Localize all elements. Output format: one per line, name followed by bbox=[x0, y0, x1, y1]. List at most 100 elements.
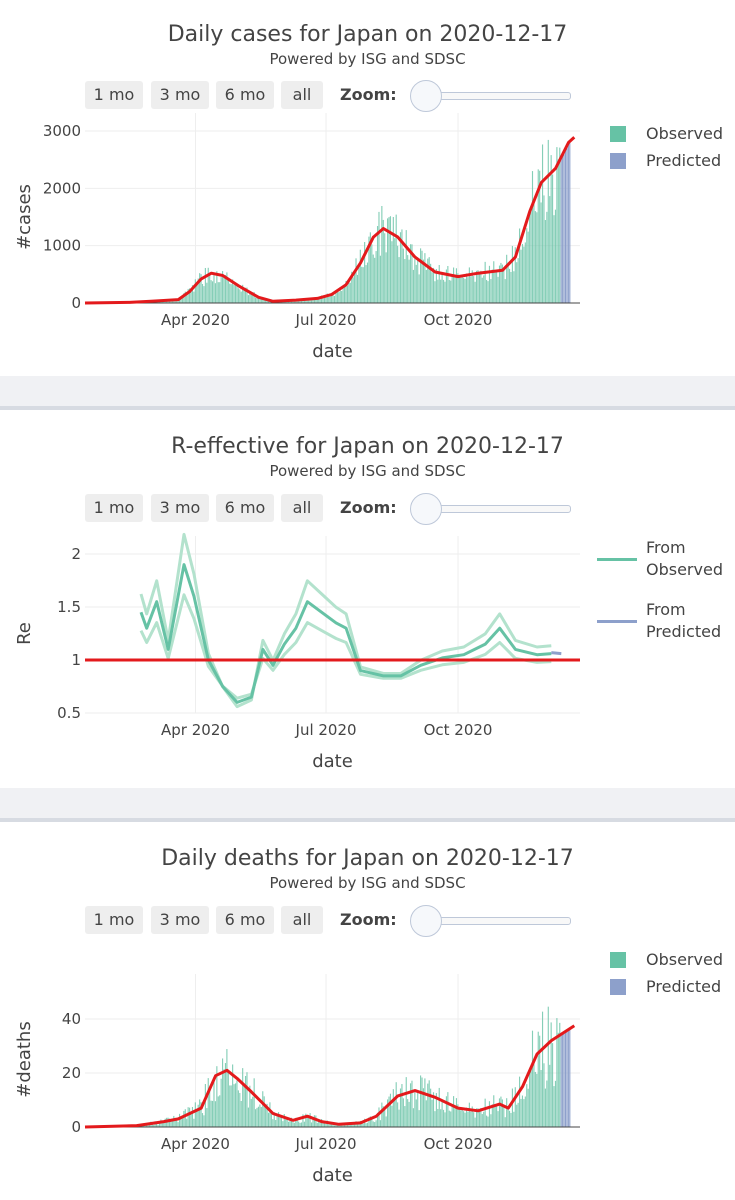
cases-observed-bar bbox=[223, 275, 225, 303]
deaths-observed-bar bbox=[234, 1083, 237, 1127]
deaths-observed-bar bbox=[214, 1101, 216, 1127]
cases-observed-bar bbox=[197, 278, 199, 303]
cases-trend-line bbox=[84, 136, 576, 305]
deaths-observed-bar bbox=[427, 1083, 429, 1127]
deaths-observed-bar bbox=[259, 1104, 261, 1127]
deaths-all-button[interactable]: all bbox=[281, 906, 323, 934]
cases-3mo-button[interactable]: 3 mo bbox=[151, 81, 209, 109]
deaths-observed-bar bbox=[458, 1108, 460, 1127]
cases-observed-bar bbox=[497, 276, 499, 303]
deaths-legend-observed[interactable]: Observed bbox=[646, 950, 723, 969]
cases-observed-bar bbox=[557, 159, 559, 303]
cases-predicted-bar bbox=[567, 142, 569, 303]
deaths-observed-bar bbox=[550, 1022, 552, 1127]
cases-observed-bar bbox=[176, 299, 178, 303]
deaths-observed-bar bbox=[557, 1032, 559, 1127]
cases-observed-bar bbox=[219, 282, 221, 303]
deaths-observed-bar bbox=[232, 1064, 234, 1127]
deaths-observed-bar bbox=[556, 1018, 558, 1127]
deaths-observed-bar bbox=[362, 1123, 364, 1127]
cases-observed-bar bbox=[430, 263, 432, 303]
cases-observed-bar bbox=[559, 147, 561, 303]
cases-observed-bar bbox=[343, 285, 346, 303]
cases-observed-bar bbox=[392, 216, 394, 303]
cases-observed-bar bbox=[458, 276, 460, 303]
deaths-zoom-handle[interactable] bbox=[410, 905, 442, 937]
cases-observed-bar bbox=[510, 271, 512, 303]
deaths-observed-bar bbox=[430, 1088, 432, 1127]
re-y-axis-title: Re bbox=[14, 622, 35, 645]
cases-observed-bar bbox=[326, 293, 328, 303]
cases-observed-bar bbox=[335, 291, 337, 303]
cases-observed-bar bbox=[189, 288, 191, 303]
deaths-observed-bar bbox=[381, 1102, 383, 1127]
cases-all-button[interactable]: all bbox=[281, 81, 323, 109]
deaths-observed-bar bbox=[471, 1106, 473, 1127]
re-all-button[interactable]: all bbox=[281, 494, 323, 522]
cases-observed-bar bbox=[418, 274, 420, 303]
deaths-observed-bar bbox=[279, 1116, 281, 1127]
cases-observed-bar bbox=[553, 215, 555, 303]
deaths-observed-bar bbox=[384, 1109, 386, 1127]
cases-observed-bar bbox=[288, 301, 290, 303]
deaths-observed-bar bbox=[242, 1068, 244, 1127]
cases-observed-bar bbox=[382, 219, 384, 303]
deaths-observed-bar bbox=[534, 1071, 536, 1127]
deaths-observed-bar bbox=[322, 1122, 324, 1127]
cases-observed-bar bbox=[243, 288, 245, 303]
cases-observed-bar bbox=[399, 232, 402, 303]
deaths-observed-bar bbox=[511, 1088, 513, 1127]
cases-observed-bar bbox=[520, 249, 522, 303]
cases-legend-observed[interactable]: Observed bbox=[646, 124, 723, 143]
re-zoom-handle[interactable] bbox=[410, 493, 442, 525]
cases-observed-bar bbox=[544, 220, 546, 303]
deaths-observed-bar bbox=[168, 1118, 171, 1127]
cases-observed-bar bbox=[501, 264, 503, 303]
deaths-observed-bar bbox=[392, 1089, 394, 1127]
re-3mo-button[interactable]: 3 mo bbox=[151, 494, 209, 522]
re-1mo-button[interactable]: 1 mo bbox=[85, 494, 143, 522]
deaths-1mo-button[interactable]: 1 mo bbox=[85, 906, 143, 934]
cases-zoom-handle[interactable] bbox=[410, 80, 442, 112]
cases-observed-bar bbox=[431, 272, 433, 303]
cases-predicted-bar bbox=[566, 145, 568, 303]
cases-zoom-label: Zoom: bbox=[340, 85, 397, 104]
cases-legend-predicted[interactable]: Predicted bbox=[646, 151, 722, 170]
deaths-observed-bar bbox=[323, 1122, 326, 1127]
cases-observed-bar bbox=[346, 285, 348, 303]
cases-observed-bar bbox=[541, 144, 544, 303]
deaths-observed-bar bbox=[236, 1080, 238, 1127]
deaths-3mo-button[interactable]: 3 mo bbox=[151, 906, 209, 934]
cases-observed-bar bbox=[298, 300, 300, 303]
deaths-observed-bar bbox=[292, 1122, 294, 1127]
cases-observed-bar bbox=[222, 271, 224, 303]
deaths-observed-bar bbox=[366, 1122, 369, 1127]
cases-observed-bar bbox=[342, 286, 344, 303]
deaths-observed-bar bbox=[514, 1087, 516, 1127]
cases-observed-bar bbox=[514, 247, 516, 303]
deaths-observed-bar bbox=[189, 1107, 191, 1127]
cases-observed-bar bbox=[387, 218, 389, 303]
deaths-observed-bar bbox=[402, 1098, 404, 1127]
deaths-observed-bar bbox=[305, 1113, 307, 1127]
cases-6mo-button[interactable]: 6 mo bbox=[216, 81, 274, 109]
deaths-observed-bar bbox=[494, 1106, 496, 1127]
deaths-6mo-button[interactable]: 6 mo bbox=[216, 906, 274, 934]
re-legend-observed[interactable]: From Observed bbox=[646, 538, 723, 579]
re-6mo-button[interactable]: 6 mo bbox=[216, 494, 274, 522]
deaths-legend-predicted[interactable]: Predicted bbox=[646, 977, 722, 996]
deaths-observed-bar bbox=[239, 1092, 241, 1127]
deaths-ytick-label: 20 bbox=[62, 1064, 81, 1082]
re-legend-predicted[interactable]: From Predicted bbox=[646, 600, 722, 641]
cases-observed-bar bbox=[236, 285, 238, 303]
cases-observed-bar bbox=[435, 268, 437, 303]
cases-1mo-button[interactable]: 1 mo bbox=[85, 81, 143, 109]
cases-observed-bar bbox=[333, 295, 336, 303]
cases-observed-bar bbox=[478, 273, 480, 303]
cases-observed-bar bbox=[385, 252, 387, 303]
deaths-observed-bar bbox=[197, 1104, 199, 1127]
cases-observed-bar bbox=[196, 282, 198, 303]
deaths-observed-bar bbox=[223, 1069, 225, 1127]
deaths-observed-bar bbox=[369, 1116, 371, 1127]
deaths-observed-bar bbox=[315, 1115, 317, 1127]
